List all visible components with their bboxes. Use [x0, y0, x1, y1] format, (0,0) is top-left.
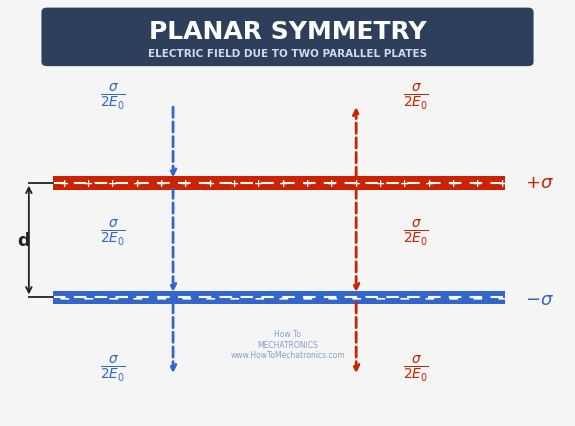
Text: −: −	[326, 291, 338, 305]
Text: +: +	[449, 178, 458, 188]
Text: −: −	[83, 291, 94, 305]
Text: −: −	[180, 291, 191, 305]
Text: $\frac{\sigma}{2E_0}$: $\frac{\sigma}{2E_0}$	[404, 352, 429, 383]
Text: −: −	[302, 291, 313, 305]
Text: $\frac{\sigma}{2E_0}$: $\frac{\sigma}{2E_0}$	[404, 217, 429, 247]
Text: +: +	[157, 178, 166, 188]
Text: $\frac{\sigma}{2E_0}$: $\frac{\sigma}{2E_0}$	[404, 81, 429, 112]
Text: +: +	[133, 178, 142, 188]
Text: −: −	[472, 291, 484, 305]
Text: $+\sigma$: $+\sigma$	[525, 173, 554, 192]
Text: +: +	[351, 178, 361, 188]
Text: −: −	[277, 291, 289, 305]
Text: +: +	[230, 178, 239, 188]
FancyBboxPatch shape	[41, 9, 534, 67]
Text: −: −	[229, 291, 240, 305]
Text: +: +	[84, 178, 93, 188]
Text: −: −	[59, 291, 70, 305]
Text: +: +	[376, 178, 385, 188]
Text: −: −	[447, 291, 459, 305]
Text: −: −	[423, 291, 435, 305]
Text: −: −	[156, 291, 167, 305]
Text: −: −	[205, 291, 216, 305]
Text: $\frac{\sigma}{2E_0}$: $\frac{\sigma}{2E_0}$	[100, 217, 126, 247]
Text: +: +	[278, 178, 288, 188]
Text: +: +	[497, 178, 507, 188]
Text: +: +	[327, 178, 336, 188]
Text: +: +	[60, 178, 69, 188]
Text: +: +	[206, 178, 215, 188]
Text: PLANAR SYMMETRY: PLANAR SYMMETRY	[149, 20, 426, 44]
Text: How To
MECHATRONICS
www.HowToMechatronics.com: How To MECHATRONICS www.HowToMechatronic…	[230, 329, 345, 359]
Text: −: −	[253, 291, 264, 305]
Text: $\frac{\sigma}{2E_0}$: $\frac{\sigma}{2E_0}$	[100, 81, 126, 112]
Text: +: +	[254, 178, 263, 188]
Text: +: +	[400, 178, 409, 188]
Text: $-\sigma$: $-\sigma$	[525, 291, 554, 309]
Text: d: d	[17, 231, 29, 250]
Text: −: −	[107, 291, 119, 305]
Bar	[53, 291, 505, 305]
Text: −: −	[399, 291, 411, 305]
Text: $\frac{\sigma}{2E_0}$: $\frac{\sigma}{2E_0}$	[100, 352, 126, 383]
Text: −: −	[132, 291, 143, 305]
Bar	[53, 177, 505, 190]
Text: +: +	[473, 178, 482, 188]
Text: +: +	[181, 178, 190, 188]
Text: −: −	[496, 291, 508, 305]
Text: +: +	[424, 178, 434, 188]
Text: +: +	[108, 178, 118, 188]
Text: ELECTRIC FIELD DUE TO TWO PARALLEL PLATES: ELECTRIC FIELD DUE TO TWO PARALLEL PLATE…	[148, 49, 427, 59]
Text: −: −	[375, 291, 386, 305]
Text: −: −	[350, 291, 362, 305]
Text: +: +	[303, 178, 312, 188]
